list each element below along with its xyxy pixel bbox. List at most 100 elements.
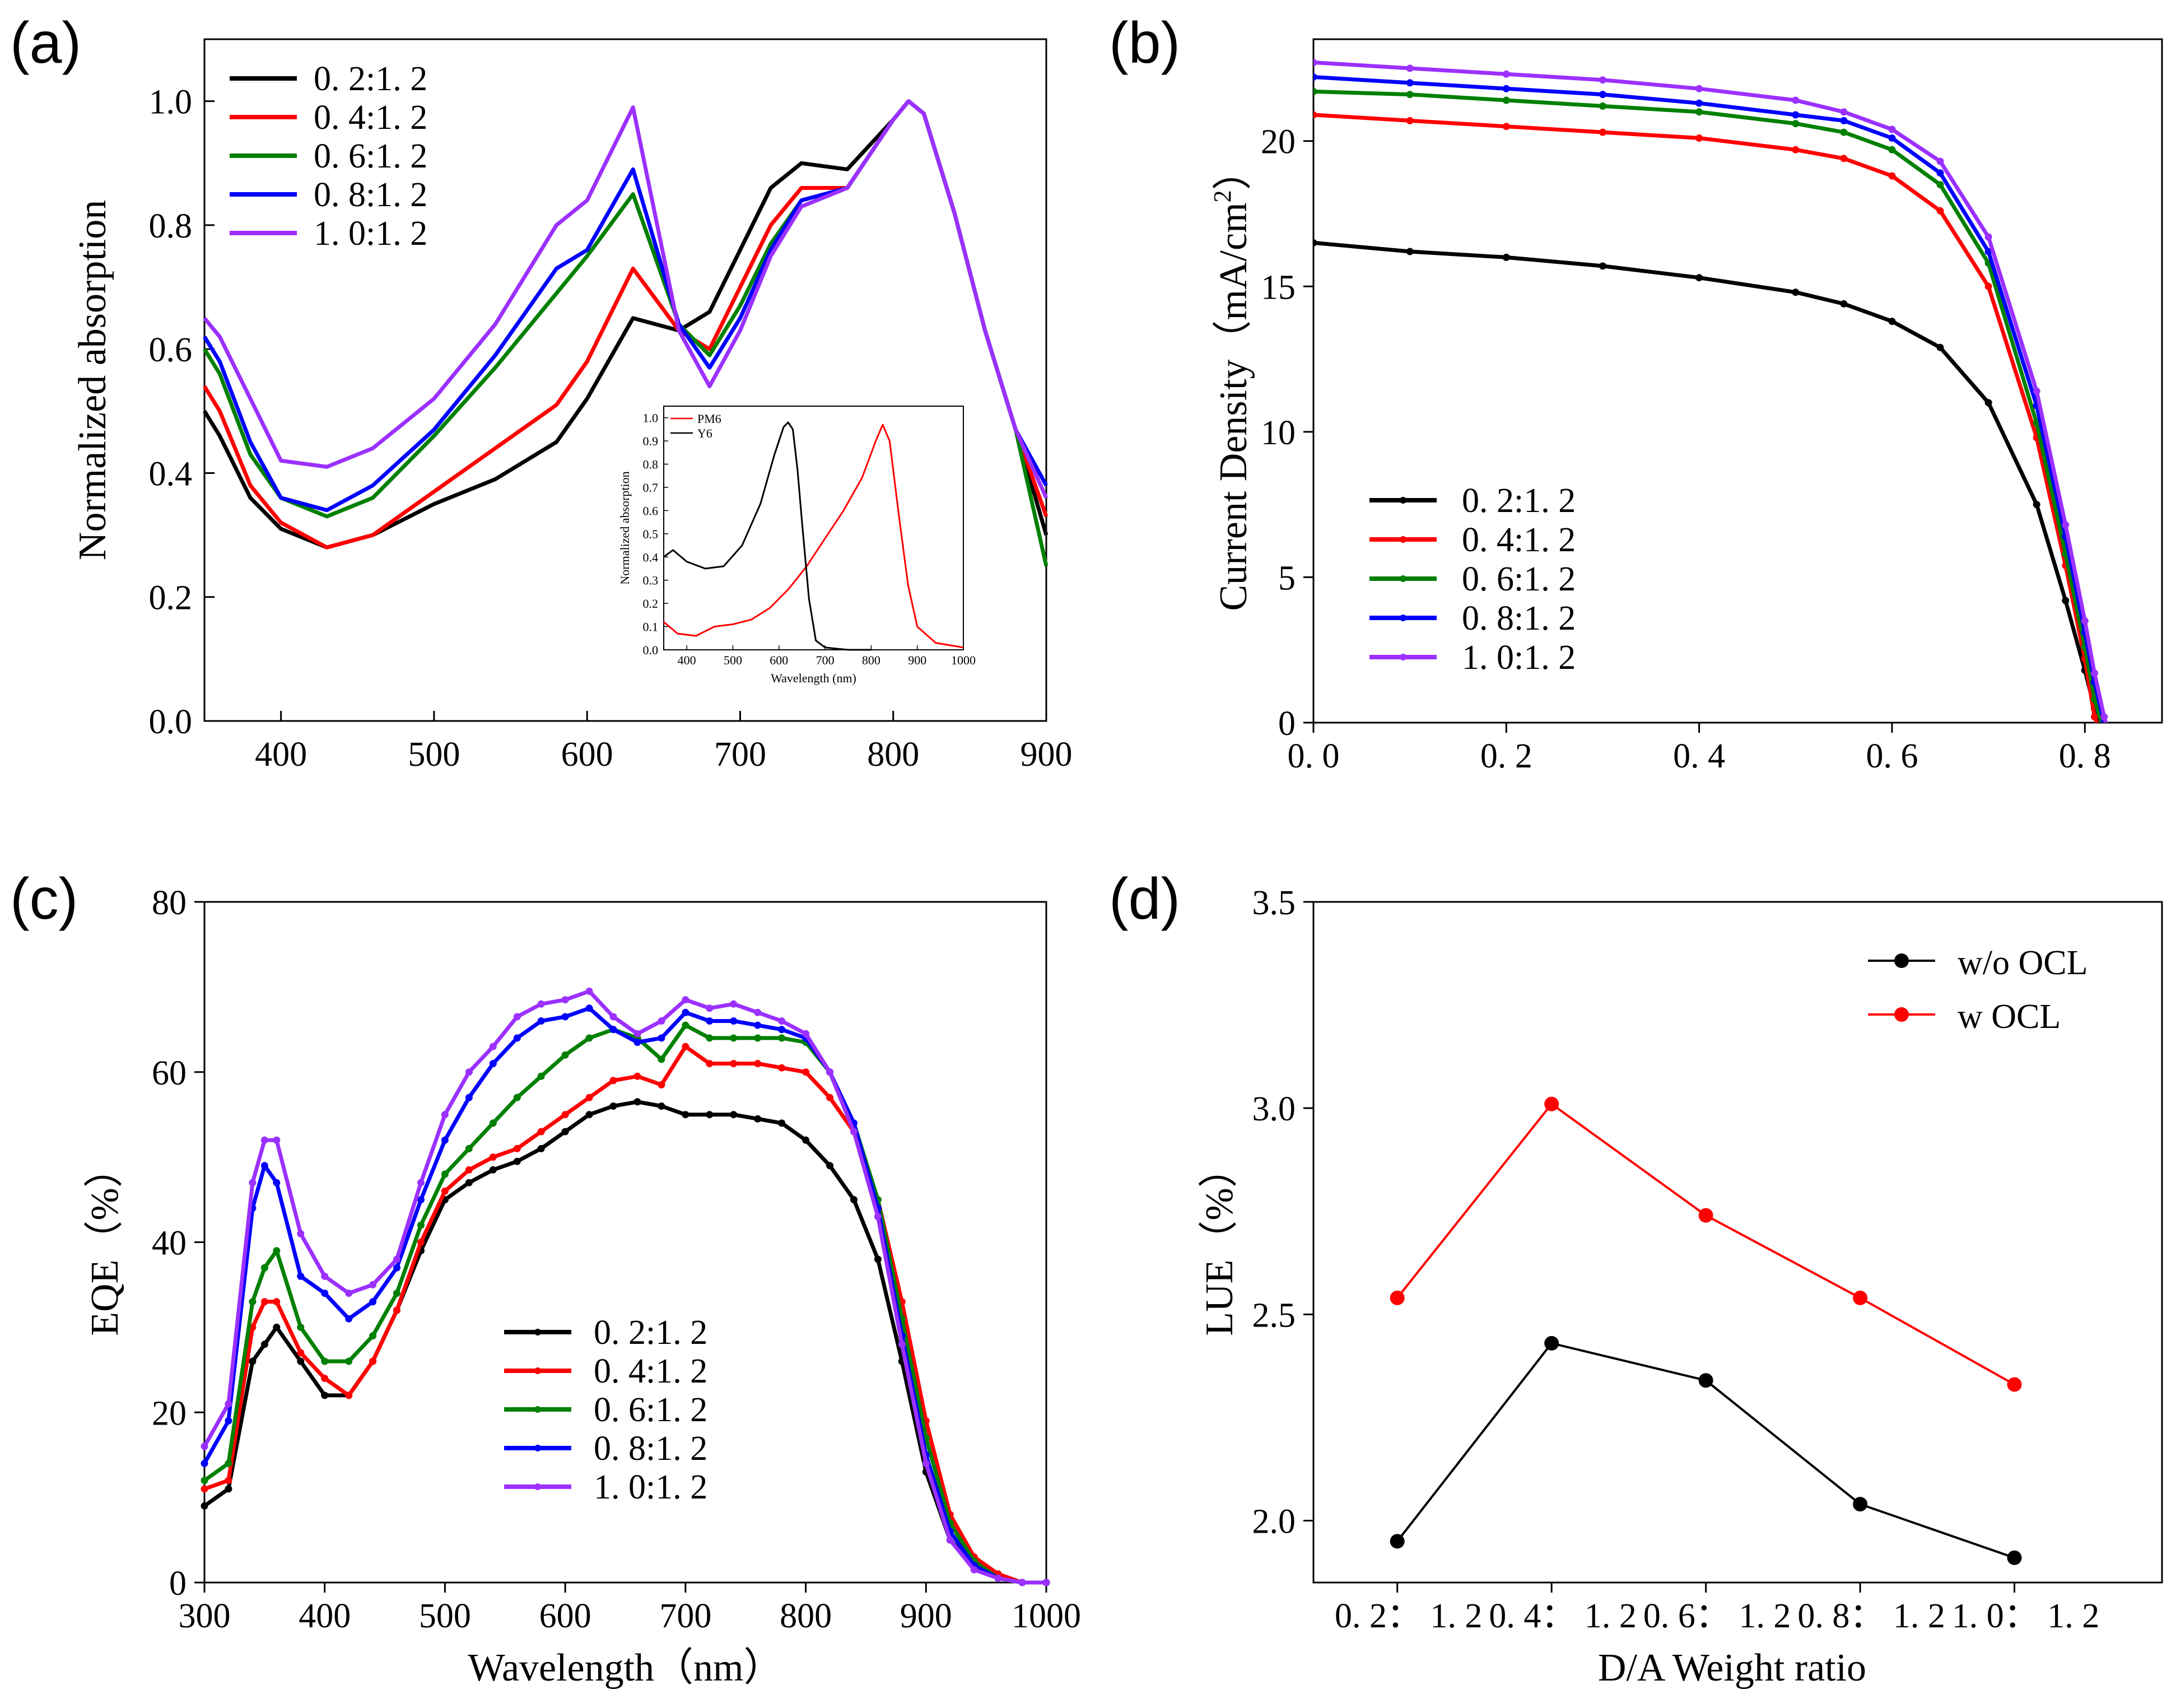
inset-series-line-PM6 — [663, 423, 964, 649]
series-1.0:1.2-point-16 — [561, 996, 569, 1004]
legend-label: 0. 4:1. 2 — [1462, 521, 1576, 559]
series-0.4:1.2-point-16 — [561, 1111, 569, 1119]
series-1.0:1.2-point-11 — [441, 1111, 449, 1119]
series-1.0:1.2-point-10 — [2033, 387, 2040, 395]
series-0.8:1.2-point-1 — [225, 1417, 232, 1425]
inset-y-tick-label: 0.3 — [643, 574, 659, 588]
series-1.0:1.2-point-34 — [994, 1574, 1002, 1582]
series-0.4:1.2-point-0 — [1313, 111, 1317, 119]
legend-marker — [1400, 536, 1406, 543]
inset-x-tick-label: 900 — [908, 653, 926, 667]
y-tick-label: 20 — [1261, 123, 1296, 161]
series-0.2:1.2-point-3 — [1599, 262, 1606, 270]
series-line-0.2:1.2 — [1313, 240, 2102, 723]
series-line-1.0:1.2 — [203, 99, 1049, 499]
series-0.8:1.2-point-5 — [297, 1272, 305, 1280]
series-0.8:1.2-point-14 — [513, 1034, 521, 1042]
series-1.0:1.2-point-27 — [826, 1068, 833, 1076]
series-1.0:1.2-point-8 — [1936, 157, 1944, 165]
x-axis-label: Wavelength（nm） — [468, 1646, 782, 1690]
inset-y-tick-label: 0.5 — [643, 527, 659, 541]
series-0.6:1.2-point-16 — [561, 1051, 569, 1059]
series-0.2:1.2-point-9 — [1984, 399, 1992, 407]
series-0.8:1.2-point-1 — [1406, 79, 1414, 87]
series-w/o OCL-point-2 — [1698, 1373, 1713, 1388]
series-line-0.6:1.2 — [1313, 89, 2104, 723]
series-0.2:1.2-point-11 — [2062, 597, 2070, 604]
series-1.0:1.2-point-0 — [1313, 59, 1317, 66]
series-1.0:1.2-point-12 — [2081, 617, 2089, 625]
series-1.0:1.2-point-10 — [417, 1179, 425, 1186]
legend-label: 0. 6:1. 2 — [314, 137, 427, 175]
series-0.4:1.2-point-10 — [417, 1239, 425, 1246]
y-tick-label: 2.0 — [1252, 1503, 1296, 1541]
series-1.0:1.2-point-19 — [633, 1030, 641, 1037]
legend-marker — [1400, 654, 1406, 660]
series-1.0:1.2-point-7 — [345, 1290, 353, 1297]
legend-marker — [534, 1367, 541, 1374]
inset-x-tick-label: 700 — [816, 653, 835, 667]
x-tick-label: 0. 0 — [1288, 737, 1340, 775]
series-w OCL-point-2 — [1698, 1208, 1713, 1223]
x-tick-label: 500 — [419, 1597, 471, 1635]
series-1.0:1.2-point-7 — [1888, 125, 1896, 133]
series-0.8:1.2-point-6 — [321, 1290, 329, 1297]
series-0.8:1.2-point-0 — [1313, 73, 1317, 81]
series-0.6:1.2-point-0 — [1313, 87, 1317, 95]
series-0.2:1.2-point-4 — [1695, 274, 1703, 282]
series-0.2:1.2-point-6 — [321, 1391, 329, 1399]
series-0.8:1.2-point-17 — [585, 1004, 593, 1012]
x-tick-label: 900 — [900, 1597, 952, 1635]
y-tick-label: 3.5 — [1252, 884, 1296, 922]
panel-label: (c) — [10, 867, 78, 932]
x-tick-label: 0. 2： 1. 2 — [1335, 1597, 1483, 1635]
series-1.0:1.2-point-35 — [1018, 1579, 1026, 1586]
series-0.4:1.2-point-2 — [1502, 123, 1510, 131]
legend-label: 1. 0:1. 2 — [594, 1468, 707, 1506]
series-0.2:1.2-point-4 — [273, 1323, 281, 1331]
series-1.0:1.2-point-17 — [585, 988, 593, 995]
inset-y-tick-label: 0.2 — [643, 597, 659, 611]
inset-legend-label: Y6 — [697, 426, 712, 440]
series-0.8:1.2-point-25 — [778, 1026, 786, 1034]
series-0.2:1.2-point-5 — [1792, 288, 1800, 296]
series-0.6:1.2-point-21 — [682, 1021, 689, 1029]
legend-label: 0. 4:1. 2 — [594, 1352, 707, 1390]
series-w/o OCL-point-0 — [1390, 1534, 1405, 1549]
series-w OCL-point-4 — [2007, 1377, 2022, 1392]
series-0.2:1.2-point-19 — [633, 1098, 641, 1106]
series-0.2:1.2-point-8 — [1936, 343, 1944, 351]
legend-label: 1. 0:1. 2 — [1462, 639, 1576, 677]
x-tick-label: 0. 4 — [1673, 737, 1725, 775]
inset-y-tick-label: 0.1 — [643, 620, 659, 634]
legend-label: w/o OCL — [1958, 944, 2088, 982]
series-0.6:1.2-point-11 — [441, 1170, 449, 1178]
y-tick-label: 20 — [152, 1394, 187, 1432]
y-tick-label: 3.0 — [1252, 1090, 1296, 1128]
x-tick-label: 1000 — [1012, 1597, 1081, 1635]
series-0.6:1.2-point-1 — [1406, 91, 1414, 99]
x-tick-label: 600 — [561, 736, 613, 774]
series-0.4:1.2-point-4 — [273, 1298, 281, 1306]
series-0.4:1.2-point-21 — [682, 1043, 689, 1050]
series-0.6:1.2-point-17 — [585, 1034, 593, 1042]
inset-y-tick-label: 0.8 — [643, 458, 659, 472]
series-0.6:1.2-point-7 — [345, 1357, 353, 1365]
series-1.0:1.2-point-1 — [225, 1400, 232, 1408]
series-0.2:1.2-point-5 — [297, 1357, 305, 1365]
series-0.2:1.2-point-2 — [1502, 253, 1510, 261]
series-0.6:1.2-point-5 — [1792, 120, 1800, 128]
series-1.0:1.2-point-4 — [1695, 85, 1703, 92]
series-0.4:1.2-point-5 — [297, 1349, 305, 1357]
inset-y-tick-label: 1.0 — [643, 411, 659, 425]
series-w/o OCL-point-3 — [1853, 1497, 1868, 1512]
inset-frame — [663, 406, 964, 650]
y-tick-label: 0.6 — [149, 331, 193, 369]
x-tick-label: 800 — [780, 1597, 832, 1635]
y-tick-label: 0.0 — [149, 703, 193, 741]
inset-y-tick-label: 0.4 — [643, 550, 659, 564]
panel-d-lue-chart: 0. 2： 1. 2 0. 4： 1. 2 0. 6： 1. 2 0. 8： 1. 2… — [1109, 867, 2163, 1690]
series-1.0:1.2-point-25 — [778, 1017, 786, 1025]
series-0.6:1.2-point-8 — [369, 1332, 377, 1340]
y-tick-label: 10 — [1261, 414, 1296, 452]
